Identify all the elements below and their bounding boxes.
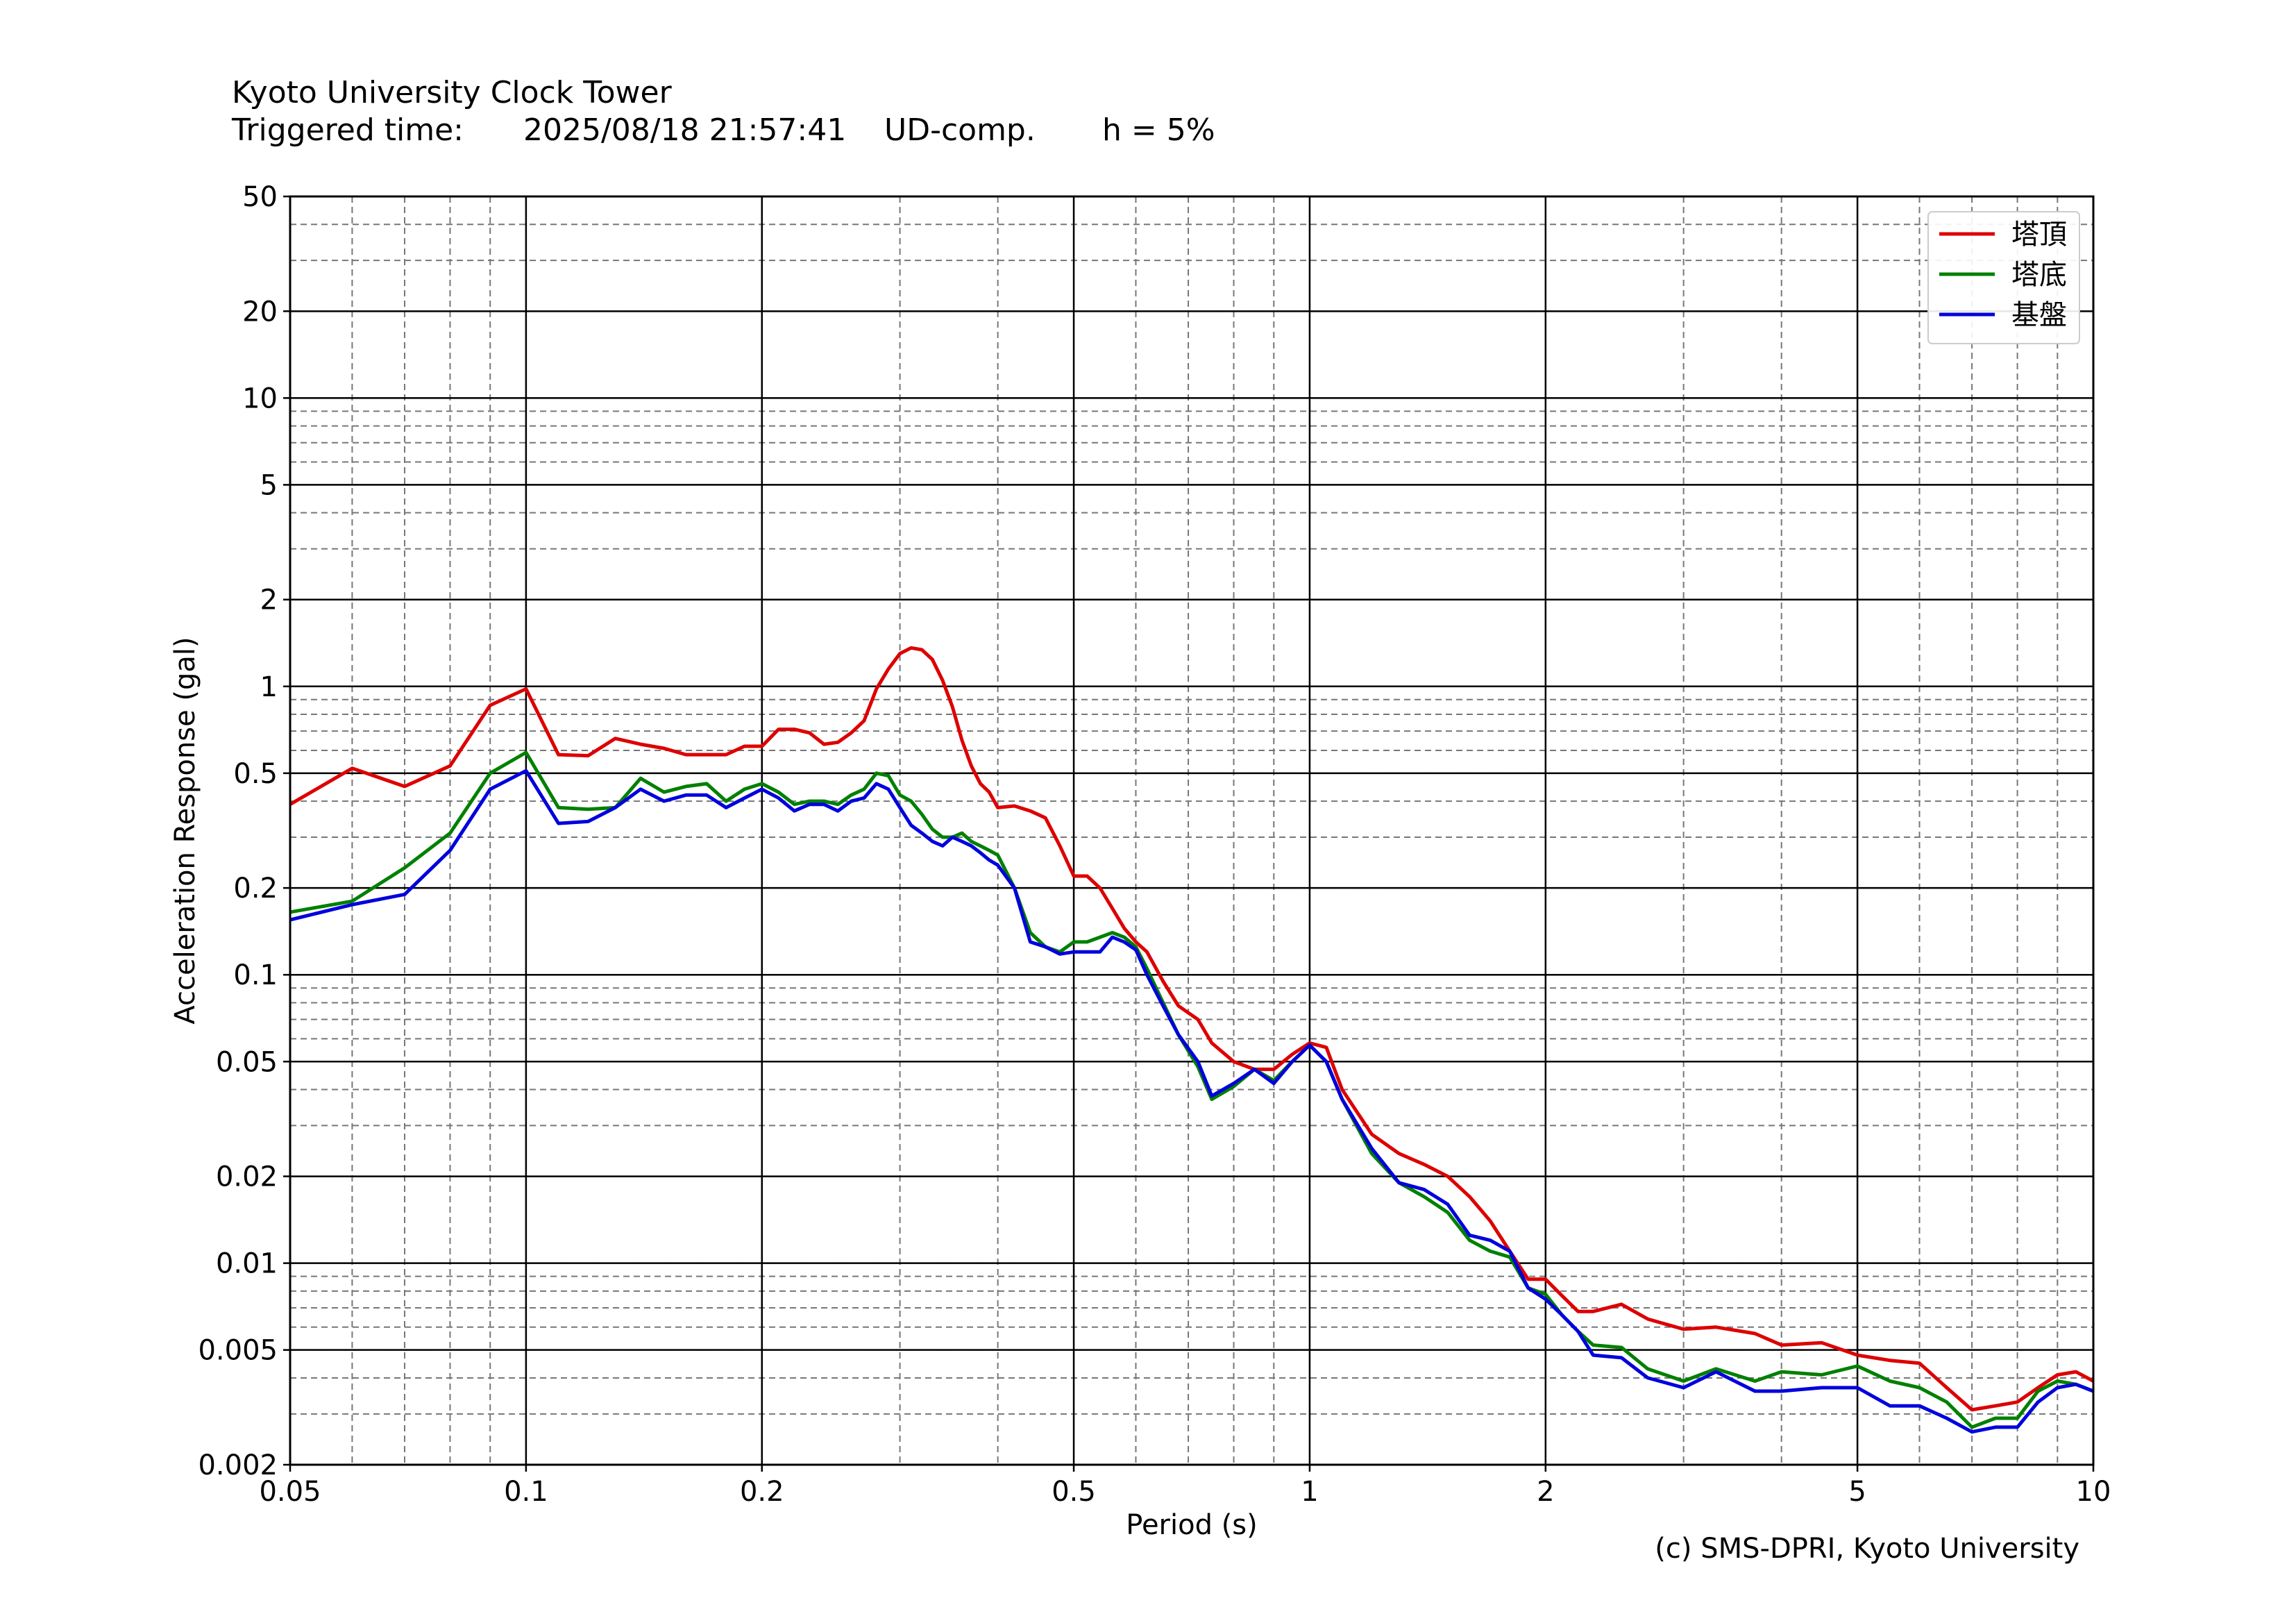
y-tick-label: 5 xyxy=(260,469,278,501)
y-tick-label: 0.05 xyxy=(216,1046,278,1078)
y-tick-label: 0.01 xyxy=(216,1248,278,1280)
component-label: UD-comp. xyxy=(884,112,1036,148)
series-layer xyxy=(289,646,2095,1434)
y-tick-label: 0.002 xyxy=(198,1449,278,1481)
minor-grid xyxy=(289,196,2094,1465)
series-line-2 xyxy=(289,750,2094,1429)
plot-frame xyxy=(289,195,2095,1466)
y-tick-label: 1 xyxy=(260,671,278,703)
x-tick-label: 0.05 xyxy=(259,1476,321,1508)
chart-title: Kyoto University Clock Tower xyxy=(232,75,672,110)
series-line-3 xyxy=(289,768,2094,1434)
x-tick-label: 1 xyxy=(1301,1476,1318,1508)
y-tick-label: 50 xyxy=(242,181,278,213)
legend-box xyxy=(1927,211,2080,344)
x-axis-label: Period (s) xyxy=(1126,1509,1258,1541)
legend-label-2: 塔底 xyxy=(2011,259,2067,291)
y-tick-label: 20 xyxy=(242,296,278,328)
y-tick-label: 0.005 xyxy=(198,1335,278,1367)
y-tick-label: 10 xyxy=(242,382,278,414)
x-tick-label: 10 xyxy=(2076,1476,2111,1508)
x-tick-label: 0.1 xyxy=(504,1476,548,1508)
legend-label-3: 基盤 xyxy=(2011,299,2067,331)
y-axis-label: Acceleration Response (gal) xyxy=(169,637,201,1024)
damping-label: h = 5% xyxy=(1102,112,1215,148)
y-tick-label: 0.2 xyxy=(233,873,278,905)
y-tick-label: 2 xyxy=(260,585,278,616)
triggered-time: 2025/08/18 21:57:41 xyxy=(523,112,847,148)
x-tick-label: 2 xyxy=(1537,1476,1554,1508)
y-tick-label: 0.02 xyxy=(216,1161,278,1193)
credit-text: (c) SMS-DPRI, Kyoto University xyxy=(1655,1533,2079,1565)
chart-subtitle: Triggered time: 2025/08/18 21:57:41 UD-c… xyxy=(232,112,1215,289)
y-axis-ticks: 0.002 0.005 0.01 0.02 0.05 0.1 0.2 0.5 1 2 5 10 20 50 xyxy=(198,181,290,1481)
x-tick-label: 0.5 xyxy=(1052,1476,1096,1508)
x-tick-label: 5 xyxy=(1848,1476,1866,1508)
triggered-label: Triggered time: xyxy=(232,112,464,148)
y-tick-label: 0.1 xyxy=(233,959,278,991)
y-tick-label: 0.5 xyxy=(233,758,278,790)
legend-label-1: 塔頂 xyxy=(2011,219,2067,251)
x-axis-ticks: 0.05 0.1 0.2 0.5 1 2 5 10 xyxy=(259,1465,2111,1508)
series-line-1 xyxy=(289,646,2095,1412)
x-tick-label: 0.2 xyxy=(740,1476,784,1508)
major-grid xyxy=(289,195,2095,1466)
